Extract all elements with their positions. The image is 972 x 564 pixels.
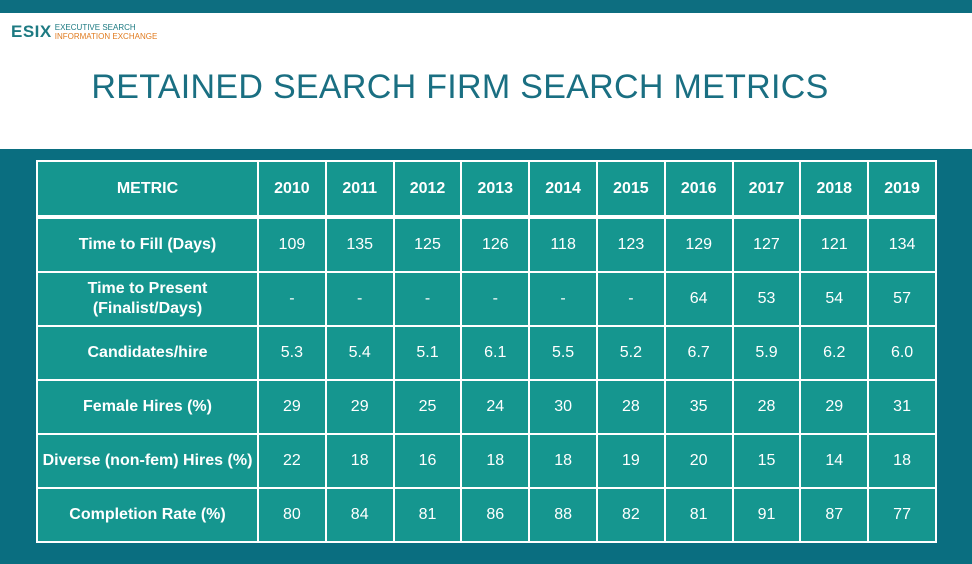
table-cell: 81 (663, 487, 734, 543)
table-row: Completion Rate (%) 80 84 81 86 88 82 81… (36, 487, 937, 543)
row-label: Time to Fill (Days) (36, 216, 259, 273)
table-cell: 6.7 (663, 325, 734, 381)
table-cell: 29 (324, 379, 395, 435)
header-year: 2018 (799, 160, 870, 219)
table-cell: 54 (799, 271, 870, 327)
table-cell: 64 (663, 271, 734, 327)
header-metric: METRIC (36, 160, 259, 219)
table-header-row: METRIC 2010 2011 2012 2013 2014 2015 201… (36, 160, 937, 219)
top-bar (0, 0, 972, 13)
header-year: 2013 (460, 160, 531, 219)
row-label: Candidates/hire (36, 325, 259, 381)
table-cell: 129 (663, 216, 734, 273)
table-cell: 127 (731, 216, 802, 273)
table-cell: 20 (663, 433, 734, 489)
table-cell: 5.4 (324, 325, 395, 381)
header-year: 2016 (663, 160, 734, 219)
table-row: Candidates/hire 5.3 5.4 5.1 6.1 5.5 5.2 … (36, 325, 937, 381)
table-cell: 29 (799, 379, 870, 435)
table-cell: 86 (460, 487, 531, 543)
esix-logo: ESIX EXECUTIVE SEARCH INFORMATION EXCHAN… (11, 22, 157, 42)
logo-line-2: INFORMATION EXCHANGE (54, 32, 158, 41)
row-label: Diverse (non-fem) Hires (%) (36, 433, 259, 489)
table-cell: 31 (867, 379, 937, 435)
table-cell: 30 (528, 379, 598, 435)
table-cell: - (528, 271, 598, 327)
table-cell: 5.2 (595, 325, 666, 381)
table-cell: 77 (867, 487, 937, 543)
header-year: 2019 (867, 160, 937, 219)
table-cell: 5.1 (392, 325, 463, 381)
table-row: Diverse (non-fem) Hires (%) 22 18 16 18 … (36, 433, 937, 489)
header-year: 2012 (392, 160, 463, 219)
table-cell: 5.3 (257, 325, 327, 381)
table-cell: 123 (595, 216, 666, 273)
table-cell: - (392, 271, 463, 327)
table-cell: 18 (528, 433, 598, 489)
logo-mark: ESIX (11, 22, 52, 41)
header-year: 2011 (324, 160, 395, 219)
table-cell: 6.2 (799, 325, 870, 381)
table-cell: - (257, 271, 327, 327)
table-cell: 5.9 (731, 325, 802, 381)
table-cell: 80 (257, 487, 327, 543)
table-cell: - (595, 271, 666, 327)
table-cell: 16 (392, 433, 463, 489)
table-cell: 126 (460, 216, 531, 273)
table-row: Female Hires (%) 29 29 25 24 30 28 35 28… (36, 379, 937, 435)
header-year: 2015 (595, 160, 666, 219)
table-cell: 18 (460, 433, 531, 489)
table-cell: - (460, 271, 531, 327)
table-cell: 84 (324, 487, 395, 543)
header-year: 2014 (528, 160, 598, 219)
table-cell: 24 (460, 379, 531, 435)
table-cell: 15 (731, 433, 802, 489)
table-cell: 88 (528, 487, 598, 543)
table-cell: 28 (595, 379, 666, 435)
table-cell: 28 (731, 379, 802, 435)
table-cell: - (324, 271, 395, 327)
row-label: Time to Present (Finalist/Days) (36, 271, 259, 327)
table-cell: 53 (731, 271, 802, 327)
table-cell: 91 (731, 487, 802, 543)
header-year: 2017 (731, 160, 802, 219)
table-cell: 25 (392, 379, 463, 435)
table-cell: 29 (257, 379, 327, 435)
table-cell: 109 (257, 216, 327, 273)
table-cell: 125 (392, 216, 463, 273)
table-cell: 121 (799, 216, 870, 273)
row-label: Female Hires (%) (36, 379, 259, 435)
table-cell: 81 (392, 487, 463, 543)
logo-text: EXECUTIVE SEARCH INFORMATION EXCHANGE (55, 23, 158, 41)
table-cell: 82 (595, 487, 666, 543)
page-title: RETAINED SEARCH FIRM SEARCH METRICS (91, 68, 829, 106)
table-cell: 35 (663, 379, 734, 435)
metrics-table: METRIC 2010 2011 2012 2013 2014 2015 201… (36, 160, 937, 543)
table-cell: 134 (867, 216, 937, 273)
table-cell: 18 (867, 433, 937, 489)
table-cell: 57 (867, 271, 937, 327)
table-row: Time to Present (Finalist/Days) - - - - … (36, 271, 937, 327)
table-cell: 135 (324, 216, 395, 273)
table-cell: 6.1 (460, 325, 531, 381)
header-year: 2010 (257, 160, 327, 219)
table-cell: 18 (324, 433, 395, 489)
table-cell: 14 (799, 433, 870, 489)
table-cell: 87 (799, 487, 870, 543)
logo-line-1: EXECUTIVE SEARCH (54, 23, 136, 32)
table-cell: 6.0 (867, 325, 937, 381)
table-cell: 5.5 (528, 325, 598, 381)
row-label: Completion Rate (%) (36, 487, 259, 543)
table-row: Time to Fill (Days) 109 135 125 126 118 … (36, 216, 937, 273)
table-cell: 22 (257, 433, 327, 489)
table-cell: 118 (528, 216, 598, 273)
table-cell: 19 (595, 433, 666, 489)
